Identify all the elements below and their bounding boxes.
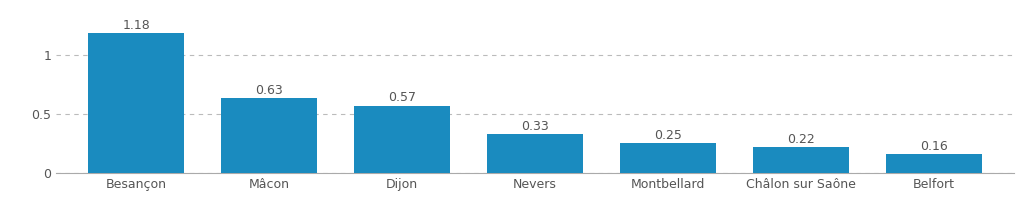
Bar: [221, 99, 317, 173]
Text: 0.16: 0.16: [921, 140, 948, 153]
Bar: [886, 154, 982, 173]
Bar: [487, 134, 583, 173]
Text: 0.33: 0.33: [521, 120, 549, 133]
Text: 1.18: 1.18: [122, 19, 150, 32]
Text: 0.22: 0.22: [787, 133, 815, 146]
Text: 0.25: 0.25: [654, 129, 682, 142]
Bar: [354, 106, 450, 173]
Bar: [621, 143, 716, 173]
Text: 0.57: 0.57: [388, 91, 416, 104]
Bar: [88, 33, 184, 173]
Text: 0.63: 0.63: [255, 84, 283, 97]
Bar: [753, 147, 849, 173]
